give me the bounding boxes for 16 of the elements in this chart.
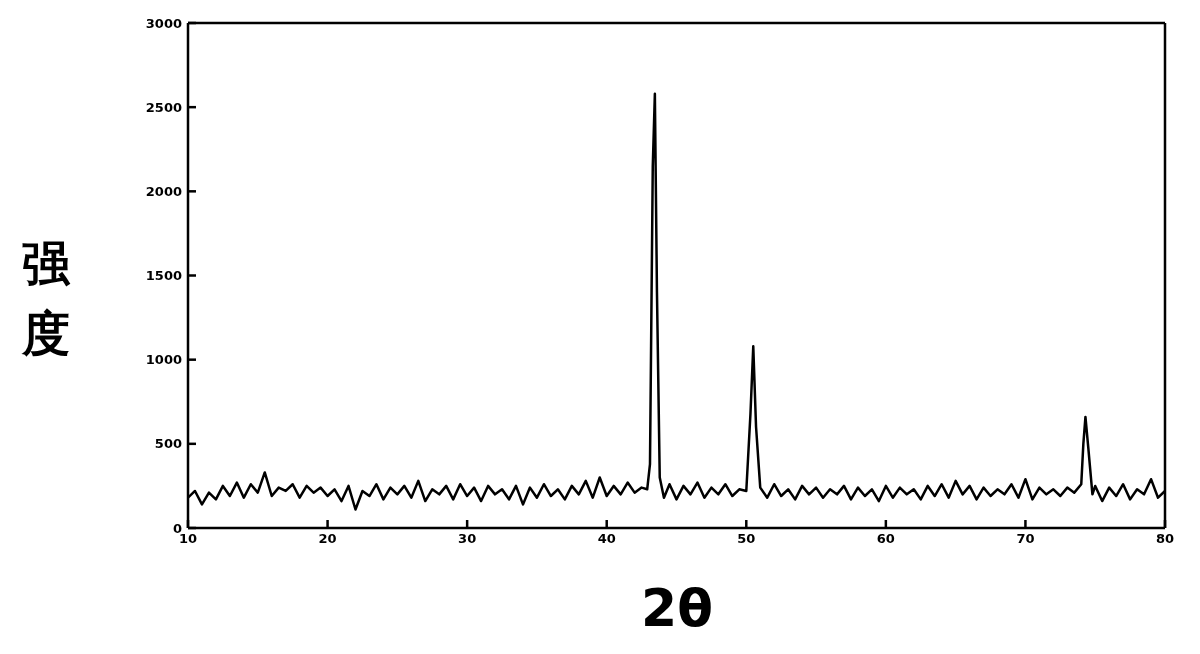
y-tick-label: 2000: [145, 183, 182, 199]
x-tick-label: 70: [1016, 531, 1035, 547]
x-tick-label: 50: [737, 531, 756, 547]
y-tick-label: 1000: [145, 352, 182, 368]
y-tick-label: 500: [154, 436, 182, 452]
x-tick-label: 40: [597, 531, 616, 547]
x-axis-title: 2θ: [640, 578, 714, 638]
x-tick-label: 80: [1155, 531, 1175, 547]
y-tick-label: 2500: [145, 99, 182, 115]
x-tick-label: 30: [458, 531, 477, 547]
y-axis-title: 强度: [22, 234, 71, 363]
y-tick-label: 3000: [145, 15, 182, 31]
x-tick-label: 10: [178, 531, 198, 547]
x-tick-label: 60: [876, 531, 895, 547]
x-tick-label: 20: [318, 531, 337, 547]
y-tick-label: 1500: [145, 268, 182, 284]
